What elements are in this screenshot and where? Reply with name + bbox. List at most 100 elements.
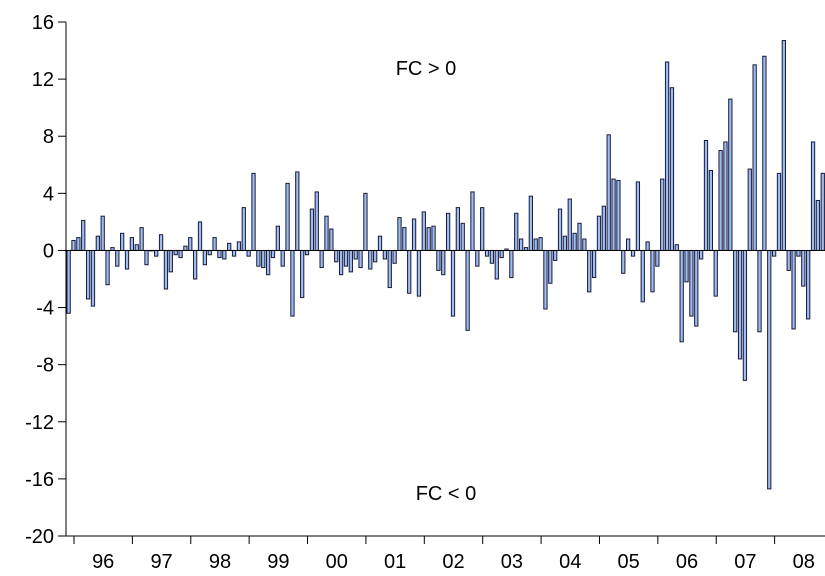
bar [304,249,310,256]
bar [514,212,519,251]
x-tick-label: 98 [209,551,231,573]
bar [708,169,713,251]
bar [703,140,709,251]
bar [373,249,378,263]
bar [567,198,572,251]
bar [699,249,704,260]
bar [820,172,825,251]
bar [168,249,173,273]
bar [781,40,786,251]
x-tick-label: 04 [559,551,581,573]
bar [601,205,606,251]
bar [630,249,636,257]
bar [771,249,777,257]
x-tick-label: 00 [326,551,348,573]
bar [499,249,504,259]
bar [95,235,100,251]
bar [387,249,392,289]
bar [635,181,641,251]
bar [285,182,290,251]
bar [397,217,402,251]
bar [572,232,577,251]
bar [295,171,300,251]
bar [723,141,728,251]
bar [314,191,319,251]
bar [596,215,602,251]
bar [562,235,568,251]
y-tick-label: -8 [36,355,54,377]
bar [718,150,723,251]
y-tick-label: -4 [36,298,54,320]
bar [300,249,305,299]
bar [144,249,149,266]
bar [105,249,110,286]
bar [407,249,412,294]
bar [71,239,76,251]
bar [626,238,631,251]
bar [411,218,417,251]
bar [207,249,212,256]
bar [81,219,86,251]
bar [538,237,543,251]
bar [480,207,485,251]
bar [290,249,295,317]
bar [660,178,665,251]
bar [591,249,597,279]
bar [815,199,821,251]
bar [188,237,193,251]
bar [806,249,811,320]
bar [796,249,801,257]
bar [251,172,256,251]
bar [737,249,743,360]
bar [338,249,344,276]
bar [358,249,363,269]
bar [577,222,582,251]
bar [377,235,383,251]
y-tick-label: 8 [43,126,54,148]
bar [446,212,451,251]
bar [587,249,592,293]
bar [241,207,246,251]
x-tick-label: 96 [92,551,114,573]
bar [489,249,495,264]
bar [246,249,251,257]
bar [124,249,130,270]
bar [334,249,339,263]
bar [222,249,227,260]
bar [134,244,139,251]
bar [66,249,71,314]
bar [231,249,237,257]
bar [752,64,757,251]
bar [733,249,738,333]
x-tick-label: 06 [676,551,698,573]
bar [484,249,490,257]
bar [548,249,553,284]
bar [197,221,203,251]
bar [533,238,538,251]
y-tick-label: -20 [25,526,54,548]
bar [679,249,684,343]
bar [801,249,806,287]
bar [348,249,353,273]
bar [616,179,621,251]
bar [606,134,611,251]
bar [742,249,748,381]
bar [85,249,91,300]
bar [129,237,135,251]
bar [402,227,407,251]
bar [202,249,207,266]
bar [154,249,159,257]
bar [115,249,120,267]
x-tick-label: 97 [150,551,172,573]
bar [645,241,650,251]
bar [509,249,514,279]
bar [309,208,315,251]
bar [416,249,422,297]
x-tick-label: 02 [442,551,464,573]
bar [582,238,587,251]
bar [183,245,188,251]
bar [256,249,261,267]
bar [76,237,81,251]
